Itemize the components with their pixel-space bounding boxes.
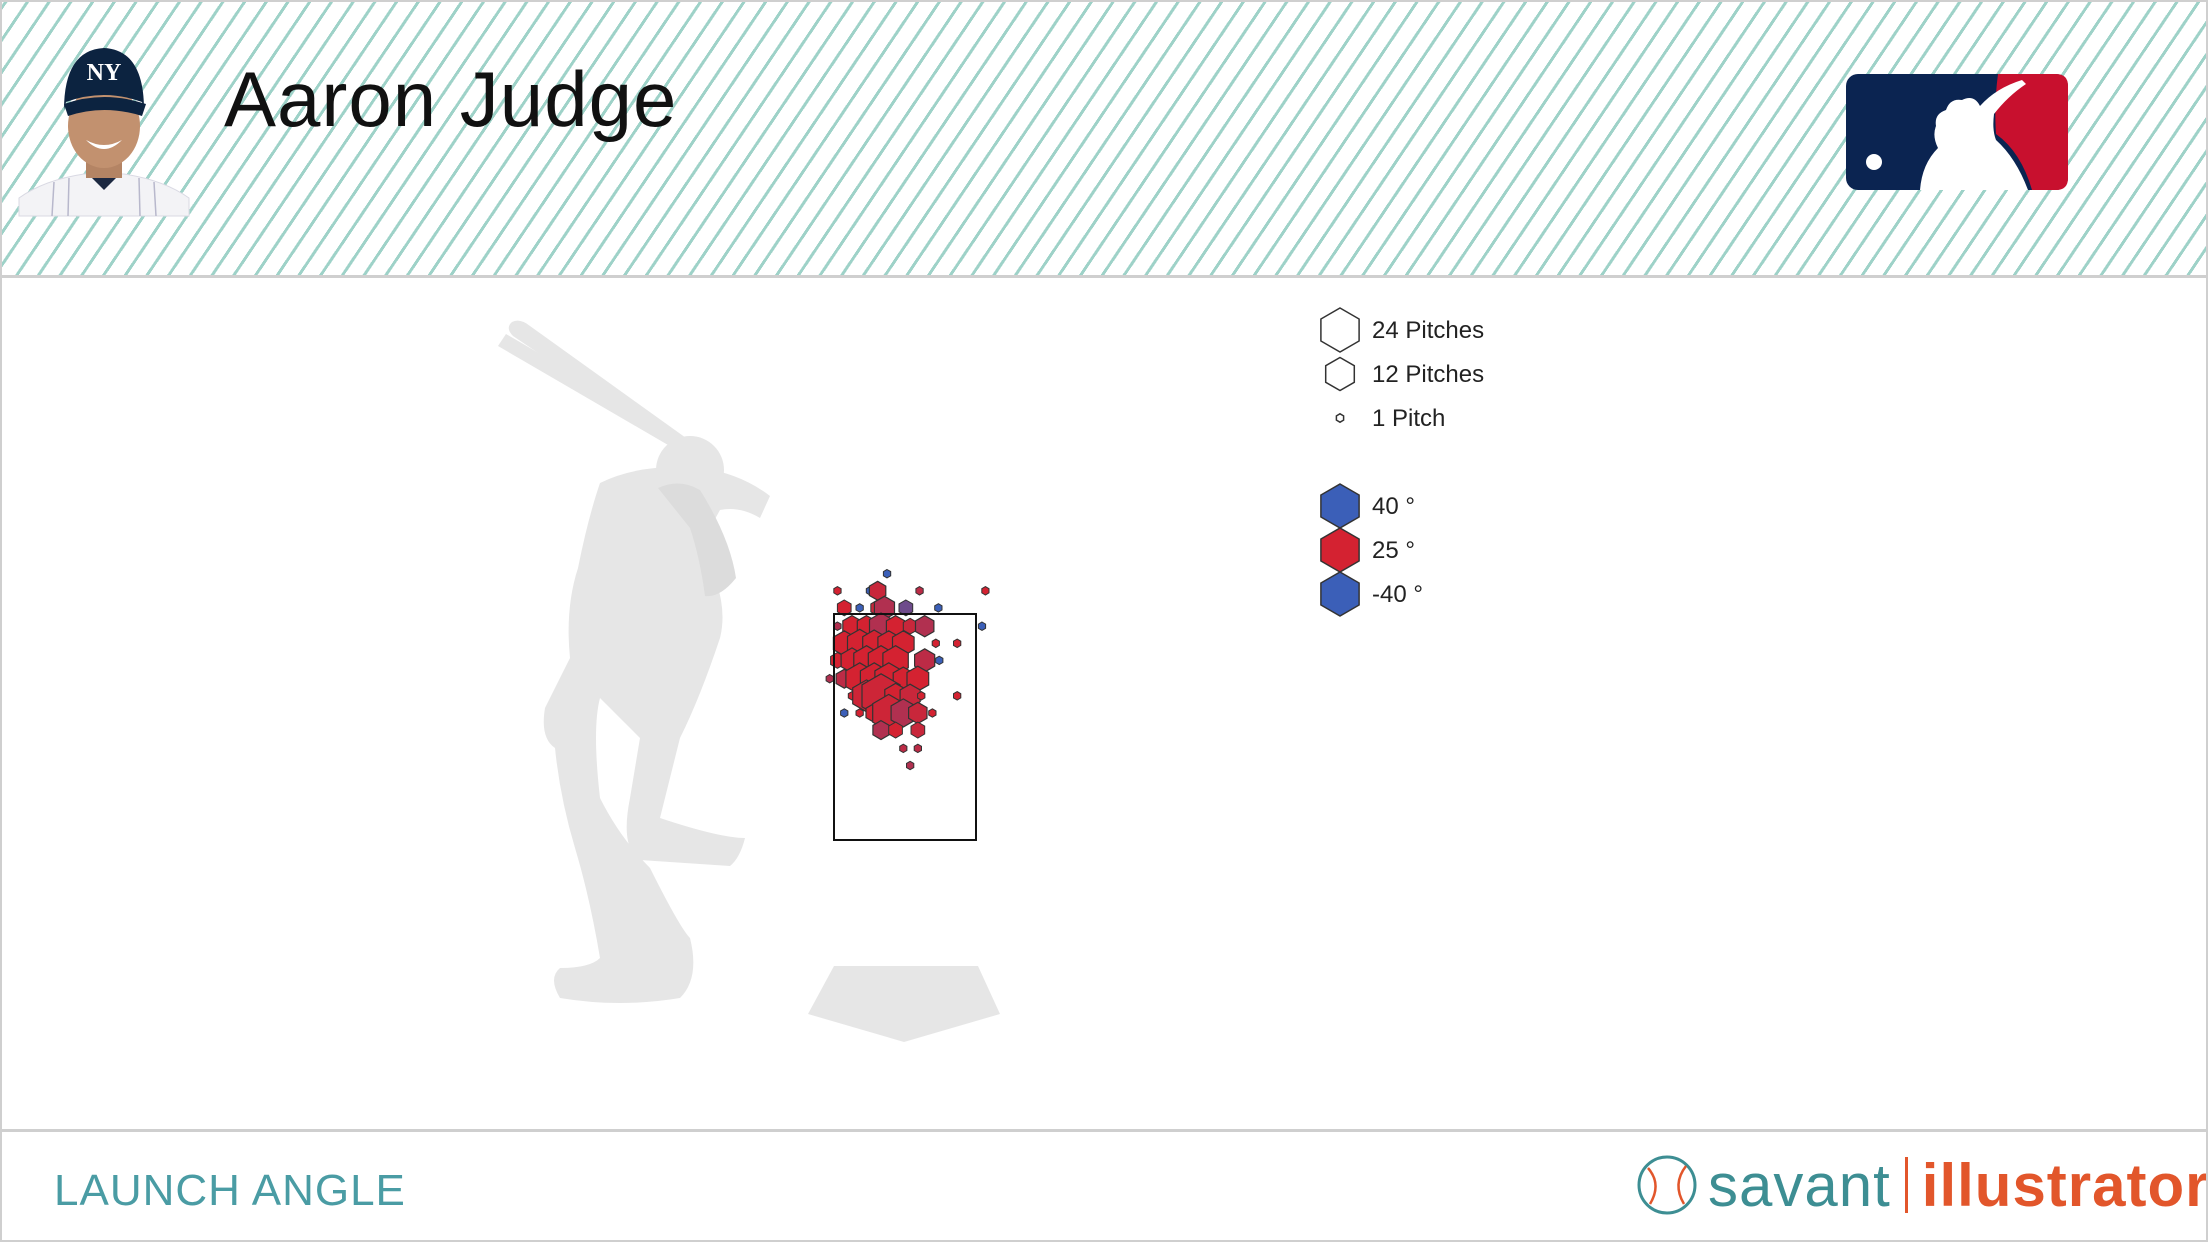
hex-bin [840,708,849,718]
brand-divider [1904,1157,1908,1213]
color-legend-label-high: 40 ° [1372,493,1415,520]
strike-zone [833,613,977,841]
hex-bin [872,719,890,741]
hex-bin [907,701,928,725]
hex-bin [899,743,908,754]
size-legend-hex [1324,356,1356,392]
hex-bin [931,638,940,649]
hex-bin [914,614,935,638]
size-legend-label-1: 1 Pitch [1372,405,1445,432]
color-legend-hex [1320,527,1360,573]
hex-bin [898,599,914,617]
hex-bin [981,586,990,596]
hex-bin [913,743,922,754]
metric-label: LAUNCH ANGLE [54,1166,406,1215]
hex-bin [833,586,842,596]
hex-bin [825,673,834,684]
header-banner: NY Aaron Judge [0,0,2208,278]
hex-bin [906,760,915,771]
color-legend-label-mid: 25 ° [1372,537,1415,564]
brand-illustrator-text: illustrator [1921,1151,2208,1219]
color-legend-label-low: -40 ° [1372,581,1423,608]
hexbin-layer [825,568,990,771]
color-legend-hex [1320,571,1360,617]
hex-bin [935,655,944,666]
hex-bin [888,721,903,739]
size-legend-label-12: 12 Pitches [1372,361,1484,388]
size-legend-hex [1320,307,1360,353]
hex-bin [934,603,943,613]
hex-bin [910,721,926,739]
hex-bin [953,638,962,649]
player-name: Aaron Judge [224,55,678,143]
hex-bin [928,708,937,718]
size-legend-hex [1335,412,1345,424]
hex-bin [855,603,864,613]
brand-savant-text: savant [1708,1151,1891,1219]
hexbin-chart: 24 Pitches 12 Pitches 1 Pitch 40 ° 25 ° … [498,307,1484,1042]
hex-bin [917,691,926,701]
size-legend: 24 Pitches 12 Pitches 1 Pitch [1320,307,1484,432]
hex-bin [977,621,987,631]
chart-area: 24 Pitches 12 Pitches 1 Pitch 40 ° 25 ° … [0,278,2208,1129]
svg-text:NY: NY [87,60,122,86]
batter-silhouette-icon [498,320,770,1003]
size-legend-label-24: 24 Pitches [1372,317,1484,344]
hex-bin [836,599,852,617]
baseball-icon [1637,1155,1697,1215]
player-headshot-icon: NY [18,48,190,217]
savant-illustrator-brand: savant illustrator [1636,1150,2208,1220]
color-legend-hex [1320,483,1360,529]
home-plate-icon [808,966,1000,1042]
hex-bin [855,708,864,718]
size-legend-marks [1320,307,1360,424]
footer-bar: LAUNCH ANGLE savant illustrator [0,1129,2208,1242]
hex-bin [915,586,924,596]
color-legend: 40 ° 25 ° -40 ° [1320,483,1423,617]
color-legend-marks [1320,483,1360,617]
hex-bin [953,691,962,701]
mlb-logo-icon [1846,74,2068,190]
hex-bin [882,568,892,579]
